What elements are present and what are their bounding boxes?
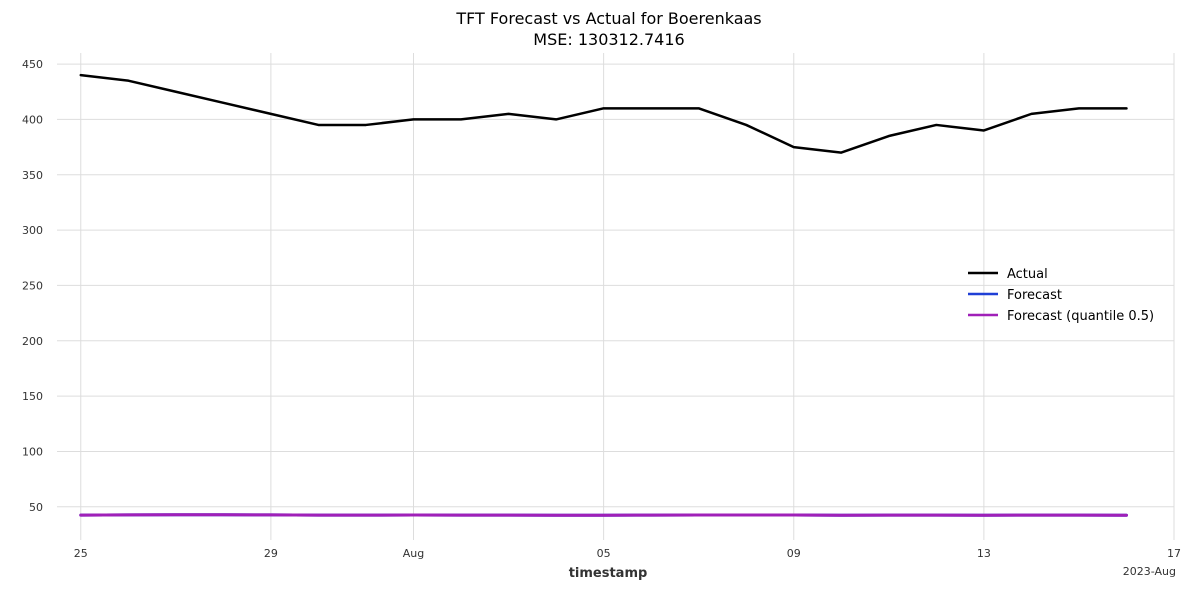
y-tick-label: 100 [22, 445, 43, 458]
grid [57, 53, 1175, 540]
chart-subtitle: MSE: 130312.7416 [533, 30, 684, 49]
y-tick-label: 200 [22, 335, 43, 348]
x-tick-label: 29 [264, 547, 278, 560]
y-tick-label: 400 [22, 113, 43, 126]
series-layer [79, 73, 1128, 517]
y-axis-ticks: 50 100 150 200 250 300 350 400 450 [22, 58, 43, 514]
legend: Actual Forecast Forecast (quantile 0.5) [968, 267, 1154, 324]
x-offset-label: 2023-Aug [1123, 565, 1176, 578]
y-tick-label: 300 [22, 224, 43, 237]
x-axis-label: timestamp [569, 566, 648, 581]
x-tick-label: Aug [403, 547, 424, 560]
y-tick-label: 150 [22, 390, 43, 403]
y-tick-label: 350 [22, 169, 43, 182]
y-tick-label: 50 [29, 501, 43, 514]
y-tick-label: 250 [22, 279, 43, 292]
legend-label: Forecast [1007, 288, 1062, 303]
legend-label: Actual [1007, 267, 1048, 282]
chart-title: TFT Forecast vs Actual for Boerenkaas [455, 9, 761, 28]
x-tick-label: 09 [787, 547, 801, 560]
x-tick-label: 25 [74, 547, 88, 560]
x-tick-label: 05 [597, 547, 611, 560]
y-tick-label: 450 [22, 58, 43, 71]
x-axis-ticks: 25 29 Aug 05 09 13 17 [74, 547, 1181, 560]
legend-label: Forecast (quantile 0.5) [1007, 309, 1154, 324]
x-tick-label: 17 [1167, 547, 1181, 560]
series-line-1 [79, 73, 1128, 154]
x-tick-label: 13 [977, 547, 991, 560]
